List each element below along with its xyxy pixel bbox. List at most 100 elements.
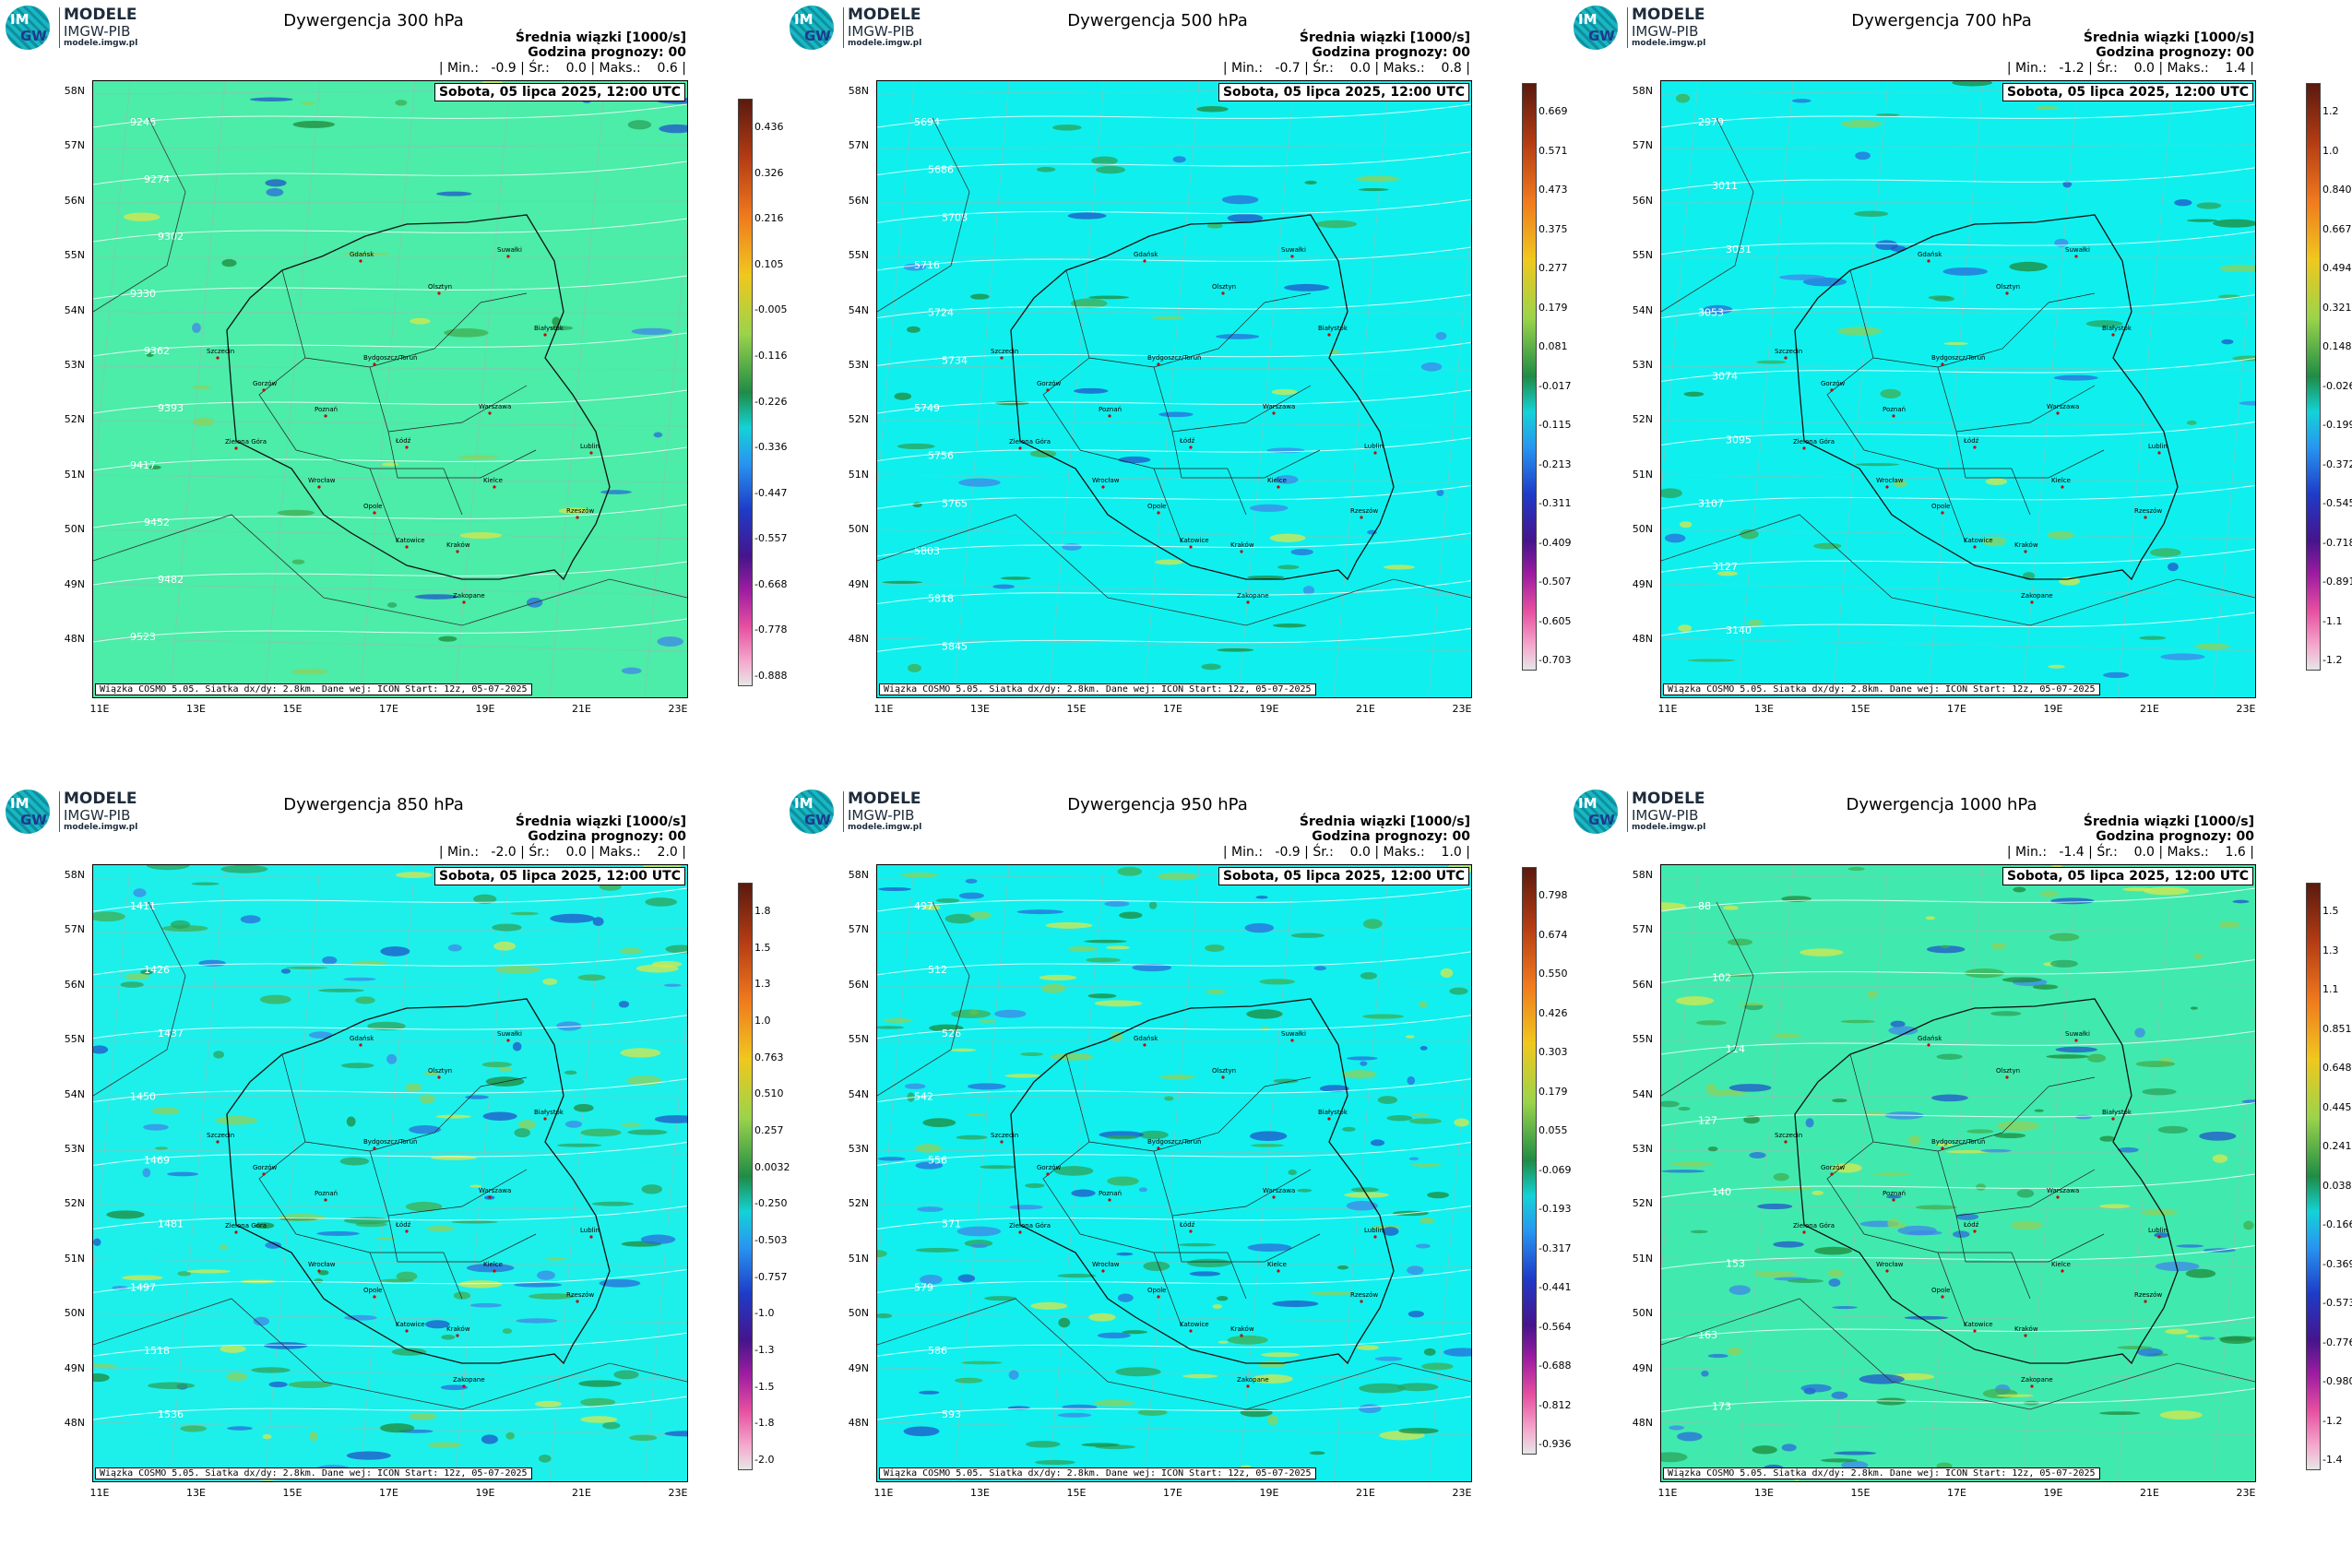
city-label: Gdańsk (1918, 251, 1942, 258)
map-area: 88 102 114 127 140 153 163 173 Gdańsk Suwałki Olsz… (1660, 864, 2256, 1482)
contour-label: 9523 (130, 631, 156, 643)
divergence-patch (1154, 559, 1183, 565)
convergence-patch (958, 892, 984, 899)
graticule-lon (953, 81, 1010, 697)
divergence-patch (380, 1278, 414, 1283)
city-marker (2111, 1117, 2115, 1121)
convergence-patch (992, 584, 1015, 589)
divergence-patch (2048, 664, 2065, 669)
divergence-patch (423, 1071, 439, 1076)
divergence-patch (1740, 529, 1759, 540)
contour-label: 9362 (144, 345, 170, 357)
divergence-patch (93, 1363, 118, 1368)
longitude-tick: 11E (89, 1487, 110, 1499)
convergence-patch (1221, 195, 1259, 205)
graticule-lon (1737, 865, 1794, 1481)
divergence-patch (1831, 1163, 1862, 1173)
convergence-patch (956, 1226, 1002, 1237)
city-marker (1885, 485, 1889, 489)
province-border (2011, 468, 2031, 516)
graticule-lat (93, 144, 687, 149)
latitude-tick: 49N (1632, 577, 1653, 590)
divergence-patch (2099, 1411, 2141, 1416)
convergence-patch (1347, 1056, 1378, 1061)
color-scale-label: 0.303 (1538, 1046, 1568, 1058)
convergence-patch (663, 983, 682, 987)
divergence-patch (1355, 175, 1400, 183)
divergence-patch (1925, 916, 1936, 921)
divergence-patch (292, 120, 335, 128)
imgw-logo: IM GW MODELE IMGW-PIB modele.imgw.pl (6, 6, 144, 52)
convergence-patch (621, 667, 642, 674)
color-scale-label: 1.3 (2322, 944, 2339, 956)
divergence-patch (1935, 1143, 1954, 1146)
convergence-patch (1274, 475, 1299, 484)
province-border (1826, 1141, 1874, 1235)
divergence-patch (1836, 327, 1883, 336)
graticule-lon (644, 1004, 687, 1481)
city-marker (405, 1329, 409, 1333)
divergence-patch (2099, 1135, 2116, 1142)
city-marker (324, 1198, 327, 1202)
coastline (93, 901, 186, 1097)
divergence-patch (1084, 939, 1127, 944)
latitude-tick: 57N (848, 139, 869, 152)
city-marker (359, 1043, 362, 1047)
city-label: Katowice (1180, 1321, 1209, 1328)
latitude-tick: 53N (64, 1143, 85, 1155)
city-label: Białystok (2102, 325, 2132, 332)
graticule-lon (1428, 220, 1471, 697)
geopotential-contour (877, 437, 1471, 462)
province-border (1171, 385, 1312, 433)
city-marker (234, 1230, 238, 1234)
latitude-tick: 50N (1632, 1307, 1653, 1320)
geopotential-contour (1661, 1245, 2255, 1269)
longitude-tick: 15E (282, 703, 303, 715)
city-marker (1246, 1384, 1250, 1388)
convergence-patch (424, 1320, 450, 1329)
convergence-patch (2174, 199, 2192, 207)
longitude-tick: 17E (1163, 703, 1182, 715)
divergence-patch (951, 1009, 992, 1019)
divergence-patch (550, 326, 574, 331)
latitude-tick: 48N (848, 1417, 869, 1429)
divergence-patch (556, 1143, 602, 1147)
graticule-lon (1737, 81, 1794, 697)
forecast-panel-2: IM GW MODELE IMGW-PIB modele.imgw.pl Dywe… (784, 0, 1571, 784)
geopotential-contour (877, 1396, 1471, 1420)
latitude-tick: 55N (64, 249, 85, 262)
divergence-patch (395, 872, 433, 879)
latitude-tick: 57N (1632, 139, 1653, 152)
city-marker (1018, 1230, 1022, 1234)
divergence-patch (1205, 944, 1225, 952)
geopotential-contour (93, 275, 687, 300)
divergence-patch (495, 965, 541, 974)
divergence-patch (602, 1421, 621, 1430)
divergence-patch (966, 1112, 987, 1117)
divergence-patch (1070, 298, 1108, 309)
divergence-patch (1251, 1144, 1284, 1147)
divergence-patch (457, 455, 499, 459)
info-block: Średnia wiązki [1000/s] Godzina prognozy… (1300, 814, 1470, 844)
city-marker (216, 356, 220, 360)
contour-label: 5803 (914, 545, 940, 557)
contour-label: 5708 (942, 211, 968, 223)
city-label: Gdańsk (1134, 251, 1158, 258)
divergence-patch (140, 969, 153, 975)
longitude-tick: 23E (1452, 1487, 1472, 1499)
province-border (1955, 385, 2096, 433)
divergence-patch (505, 1431, 515, 1440)
color-scale-label: -1.3 (754, 1344, 775, 1356)
divergence-patch (1269, 533, 1306, 542)
graticule-lat (93, 928, 687, 933)
longitude-tick: 17E (1163, 1487, 1182, 1499)
contour-label: 1450 (130, 1091, 156, 1103)
city-label: Łódź (1179, 437, 1195, 445)
latitude-tick: 54N (848, 303, 869, 316)
city-label: Olsztyn (428, 1067, 452, 1075)
color-scale-label: 0.667 (2322, 222, 2352, 235)
city-label: Opole (363, 1287, 383, 1294)
divergence-patch (2049, 959, 2079, 968)
divergence-patch (1029, 449, 1057, 457)
contour-label: 497 (914, 900, 933, 912)
